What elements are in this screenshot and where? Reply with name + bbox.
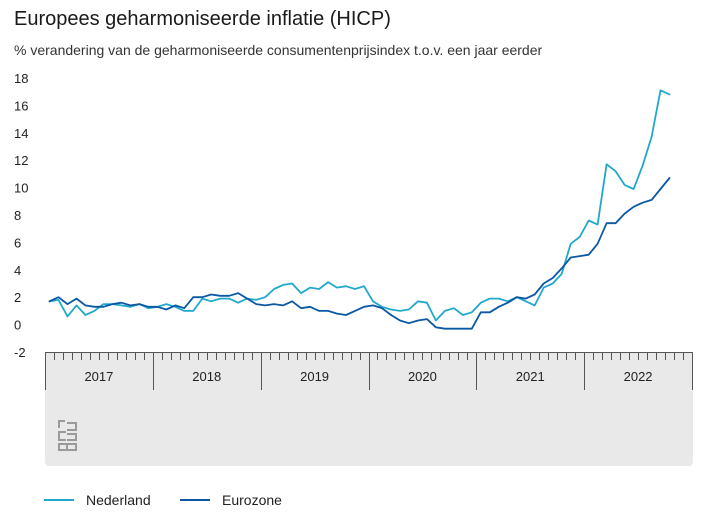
cbs-logo-part bbox=[58, 439, 66, 441]
year-label: 2017 bbox=[84, 369, 113, 384]
year-label: 2022 bbox=[624, 369, 653, 384]
axis-band-background bbox=[45, 352, 693, 466]
cbs-logo-part bbox=[67, 433, 77, 435]
cbs-logo-part bbox=[58, 420, 60, 428]
series-line-eurozone bbox=[48, 177, 671, 330]
series-line-nederland bbox=[48, 89, 671, 322]
y-tick-label: 6 bbox=[14, 235, 21, 250]
cbs-logo-part bbox=[66, 445, 68, 449]
y-tick-label: 0 bbox=[14, 318, 21, 333]
cbs-logo-part bbox=[75, 422, 77, 431]
y-axis: -2 0 2 4 6 8 10 12 14 16 18 bbox=[14, 71, 28, 360]
legend-label-eurozone: Eurozone bbox=[222, 492, 282, 508]
chart-subtitle: % verandering van de geharmoniseerde con… bbox=[14, 42, 543, 58]
cbs-logo-part bbox=[58, 431, 66, 433]
x-axis-band bbox=[45, 352, 693, 466]
y-tick-label: 10 bbox=[14, 181, 28, 196]
cbs-logo-icon bbox=[58, 420, 77, 451]
legend-swatch-nederland bbox=[44, 499, 74, 501]
y-tick-label: 8 bbox=[14, 208, 21, 223]
y-tick-label: 16 bbox=[14, 98, 28, 113]
y-tick-label: 2 bbox=[14, 290, 21, 305]
series-lines bbox=[48, 89, 671, 330]
cbs-logo-part bbox=[58, 443, 60, 451]
legend-item-eurozone: Eurozone bbox=[180, 492, 282, 508]
x-axis: 2017 2018 2019 2020 2021 2022 bbox=[45, 352, 693, 390]
legend-item-nederland: Nederland bbox=[44, 492, 151, 508]
chart-title: Europees geharmoniseerde inflatie (HICP) bbox=[14, 8, 391, 30]
cbs-logo-part bbox=[58, 431, 60, 441]
y-tick-label: -2 bbox=[14, 345, 26, 360]
year-label: 2019 bbox=[300, 369, 329, 384]
cbs-logo-part bbox=[58, 443, 77, 445]
cbs-logo-part bbox=[75, 433, 77, 441]
legend-label-nederland: Nederland bbox=[86, 492, 151, 508]
cbs-logo-part bbox=[67, 422, 77, 424]
cbs-logo-part bbox=[67, 429, 77, 431]
y-tick-label: 4 bbox=[14, 263, 21, 278]
year-label: 2020 bbox=[408, 369, 437, 384]
cbs-logo-part bbox=[75, 445, 77, 451]
y-tick-label: 14 bbox=[14, 126, 28, 141]
cbs-logo-part bbox=[67, 439, 77, 441]
y-tick-label: 12 bbox=[14, 153, 28, 168]
cbs-logo-part bbox=[58, 449, 77, 451]
year-label: 2018 bbox=[192, 369, 221, 384]
cbs-logo-part bbox=[58, 420, 65, 422]
legend-swatch-eurozone bbox=[180, 499, 210, 501]
y-tick-label: 18 bbox=[14, 71, 28, 86]
year-label: 2021 bbox=[516, 369, 545, 384]
